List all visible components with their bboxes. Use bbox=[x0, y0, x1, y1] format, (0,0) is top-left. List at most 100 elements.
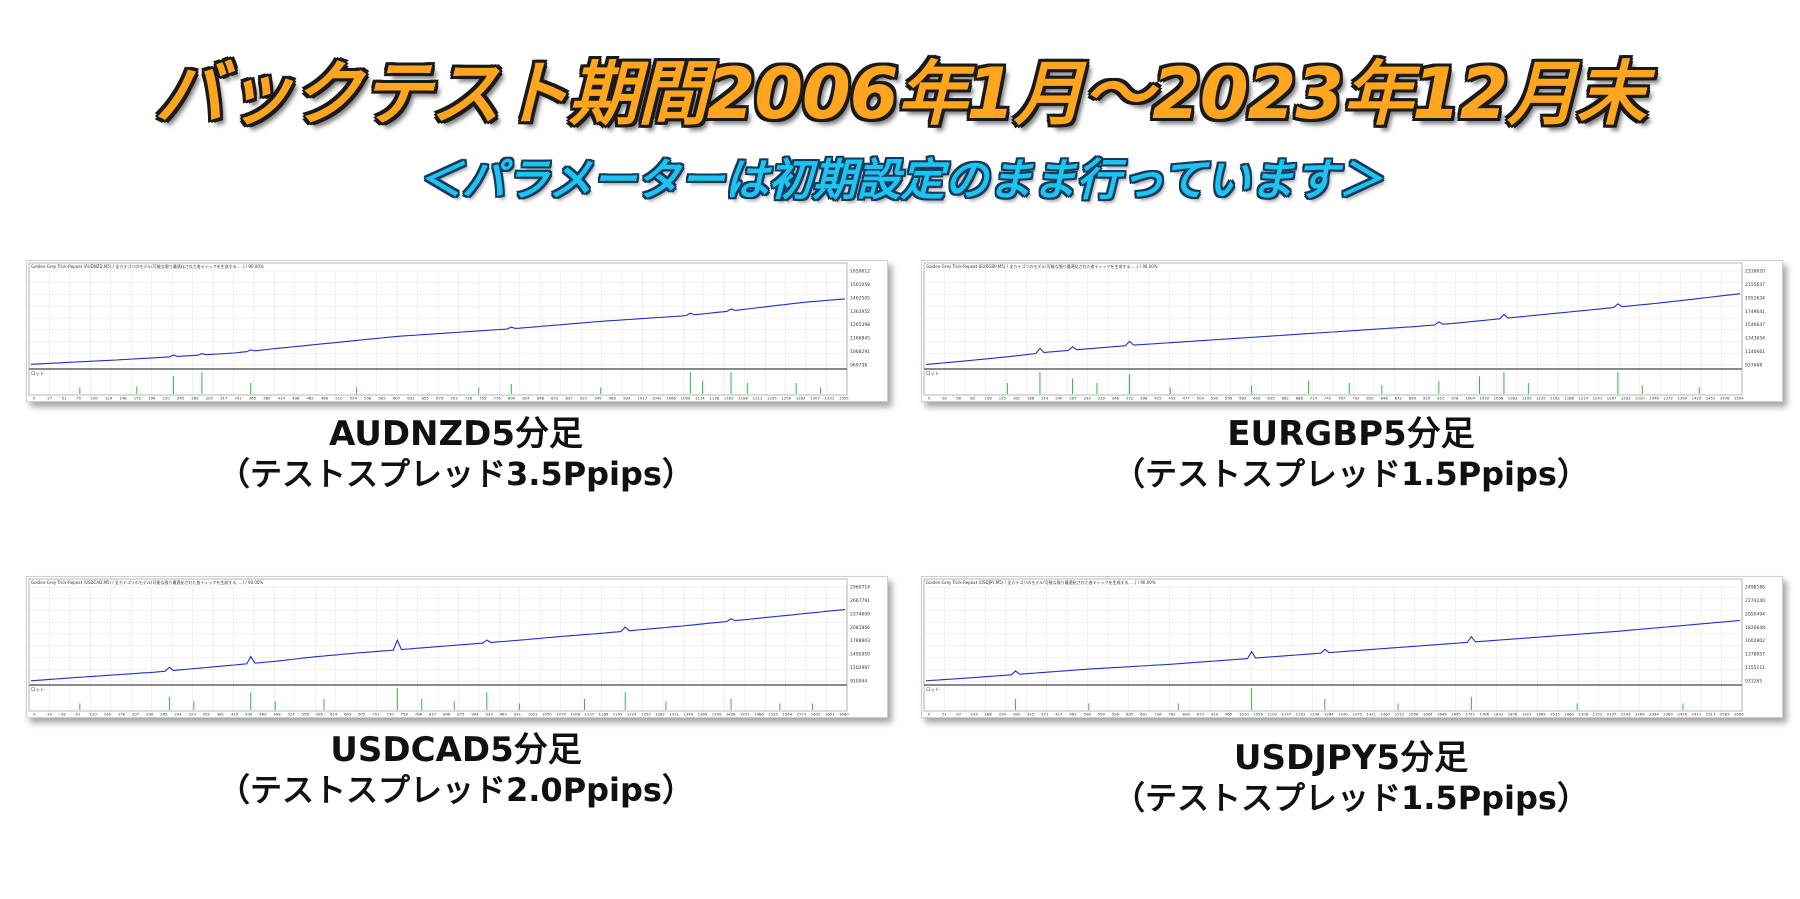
x-tick-label: 848 bbox=[537, 396, 545, 401]
x-tick-label: 1573 bbox=[797, 712, 807, 717]
x-tick-label: 728 bbox=[465, 396, 473, 401]
caption-eurgbp: EURGBP5分足 （テストスプレッド1.5Ppips） bbox=[921, 414, 1781, 494]
x-tick-label: 97 bbox=[956, 712, 961, 717]
y-tick-label: 937668 bbox=[1745, 363, 1762, 369]
page-subtitle: ＜パラメーターは初期設定のまま行っています＞ bbox=[417, 155, 1383, 206]
chart-panel-usdcad: Golden-Grey Trick-Repeat (USDCAD,M5) / 全… bbox=[26, 576, 888, 718]
x-tick-label: 599 bbox=[1112, 712, 1120, 717]
x-tick-label: 462 bbox=[1069, 712, 1077, 717]
y-tick-label: 1561059 bbox=[850, 282, 870, 288]
x-tick-label: 1331 bbox=[825, 396, 835, 401]
x-tick-label: 469 bbox=[259, 712, 267, 717]
x-tick-label: 124 bbox=[105, 396, 113, 401]
x-tick-label: 269 bbox=[191, 396, 199, 401]
lower-panel-label: ロット bbox=[31, 687, 45, 693]
x-tick-label: 1512 bbox=[1395, 712, 1405, 717]
x-tick-label: 1832 bbox=[1494, 712, 1504, 717]
x-tick-label: 438 bbox=[292, 396, 300, 401]
x-tick-label: 1307 bbox=[810, 396, 820, 401]
x-tick-label: 1457 bbox=[740, 712, 750, 717]
x-tick-label: 1259 bbox=[781, 396, 791, 401]
x-tick-label: 51 bbox=[942, 712, 947, 717]
x-tick-label: 2517 bbox=[1706, 712, 1716, 717]
x-tick-label: 149 bbox=[104, 712, 112, 717]
x-tick-label: 389 bbox=[263, 396, 271, 401]
backtest-chart-usdjpy: Golden-Grey Trick-Repeat (USDJPY,M5) / 全… bbox=[923, 578, 1765, 717]
x-tick-label: 1195 bbox=[613, 712, 623, 717]
chart-panel-usdjpy: Golden-Grey Trick-Repeat (USDJPY,M5) / 全… bbox=[921, 576, 1783, 718]
x-tick-label: 962 bbox=[500, 712, 508, 717]
x-tick-label: 1193 bbox=[1296, 712, 1306, 717]
x-tick-label: 527 bbox=[288, 712, 296, 717]
equity-line bbox=[30, 298, 846, 365]
x-tick-label: 873 bbox=[1197, 712, 1205, 717]
x-tick-label: 245 bbox=[177, 396, 185, 401]
x-tick-label: 817 bbox=[429, 712, 437, 717]
x-tick-label: 688 bbox=[1296, 396, 1304, 401]
x-tick-label: 1079 bbox=[556, 712, 566, 717]
x-tick-label: 945 bbox=[594, 396, 602, 401]
x-tick-label: 325 bbox=[1027, 712, 1035, 717]
x-tick-label: 293 bbox=[1084, 396, 1092, 401]
x-tick-label: 1090 bbox=[681, 396, 691, 401]
x-tick-label: 1211 bbox=[753, 396, 763, 401]
x-tick-label: 2152 bbox=[1593, 712, 1603, 717]
x-tick-label: 188 bbox=[1027, 396, 1035, 401]
x-tick-label: 904 bbox=[471, 712, 479, 717]
x-tick-label: 214 bbox=[1041, 396, 1049, 401]
x-tick-label: 220 bbox=[163, 396, 171, 401]
x-tick-label: 558 bbox=[364, 396, 372, 401]
y-tick-label: 2498186 bbox=[1745, 585, 1765, 591]
y-tick-label: 969738 bbox=[850, 363, 867, 369]
plot-frame bbox=[28, 262, 848, 396]
pair-label: USDCAD5分足 bbox=[330, 730, 582, 770]
x-tick-label: 643 bbox=[344, 712, 352, 717]
x-tick-label: 109 bbox=[985, 396, 993, 401]
x-tick-label: 234 bbox=[999, 712, 1007, 717]
x-tick-label: 776 bbox=[494, 396, 502, 401]
x-tick-label: 752 bbox=[479, 396, 487, 401]
x-tick-label: 1108 bbox=[570, 712, 580, 717]
x-tick-label: 554 bbox=[1098, 712, 1106, 717]
y-tick-label: 2338620 bbox=[1745, 269, 1765, 275]
x-tick-label: 1741 bbox=[1465, 712, 1475, 717]
x-tick-label: 135 bbox=[999, 396, 1007, 401]
x-tick-label: 178 bbox=[118, 712, 126, 717]
x-tick-label: 583 bbox=[1239, 396, 1247, 401]
chart-header-text: Golden-Grey Trick-Repeat (AUDNZD,M5) / 全… bbox=[31, 263, 264, 269]
x-tick-label: 240 bbox=[1055, 396, 1063, 401]
lower-panel-label: ロット bbox=[926, 371, 940, 377]
y-tick-label: 1343654 bbox=[1745, 336, 1765, 342]
x-tick-label: 323 bbox=[189, 712, 197, 717]
x-tick-label: 1340 bbox=[683, 712, 693, 717]
lower-panel-label: ロット bbox=[926, 687, 940, 693]
x-tick-label: 1369 bbox=[698, 712, 708, 717]
x-tick-label: 828 bbox=[1183, 712, 1191, 717]
x-tick-label: 741 bbox=[1324, 396, 1332, 401]
x-tick-label: 1425 bbox=[1692, 396, 1702, 401]
x-tick-label: 1486 bbox=[754, 712, 764, 717]
x-tick-label: 1515 bbox=[768, 712, 778, 717]
x-tick-label: 993 bbox=[623, 396, 631, 401]
x-tick-label: 846 bbox=[443, 712, 451, 717]
x-tick-label: 1224 bbox=[627, 712, 637, 717]
x-tick-label: 1188 bbox=[1564, 396, 1574, 401]
x-tick-label: 899 bbox=[1409, 396, 1417, 401]
x-tick-label: 56 bbox=[956, 396, 961, 401]
backtest-chart-eurgbp: Golden-Grey Trick-Repeat (EURGBP,M5) / 全… bbox=[923, 262, 1765, 401]
x-tick-label: 969 bbox=[609, 396, 617, 401]
x-tick-label: 120 bbox=[90, 712, 98, 717]
x-tick-label: 462 bbox=[306, 396, 314, 401]
plot-frame bbox=[28, 578, 848, 712]
x-tick-label: 267 bbox=[1069, 396, 1077, 401]
x-tick-label: 341 bbox=[235, 396, 243, 401]
x-tick-label: 662 bbox=[1282, 396, 1290, 401]
x-tick-label: 703 bbox=[450, 396, 458, 401]
x-tick-label: 2015 bbox=[1550, 712, 1560, 717]
y-tick-label: 1363952 bbox=[850, 309, 870, 315]
x-tick-label: 1083 bbox=[1508, 396, 1518, 401]
x-tick-label: 352 bbox=[203, 712, 211, 717]
y-tick-label: 1378957 bbox=[1745, 652, 1765, 658]
x-tick-label: 2289 bbox=[1635, 712, 1645, 717]
x-tick-label: 631 bbox=[407, 396, 415, 401]
